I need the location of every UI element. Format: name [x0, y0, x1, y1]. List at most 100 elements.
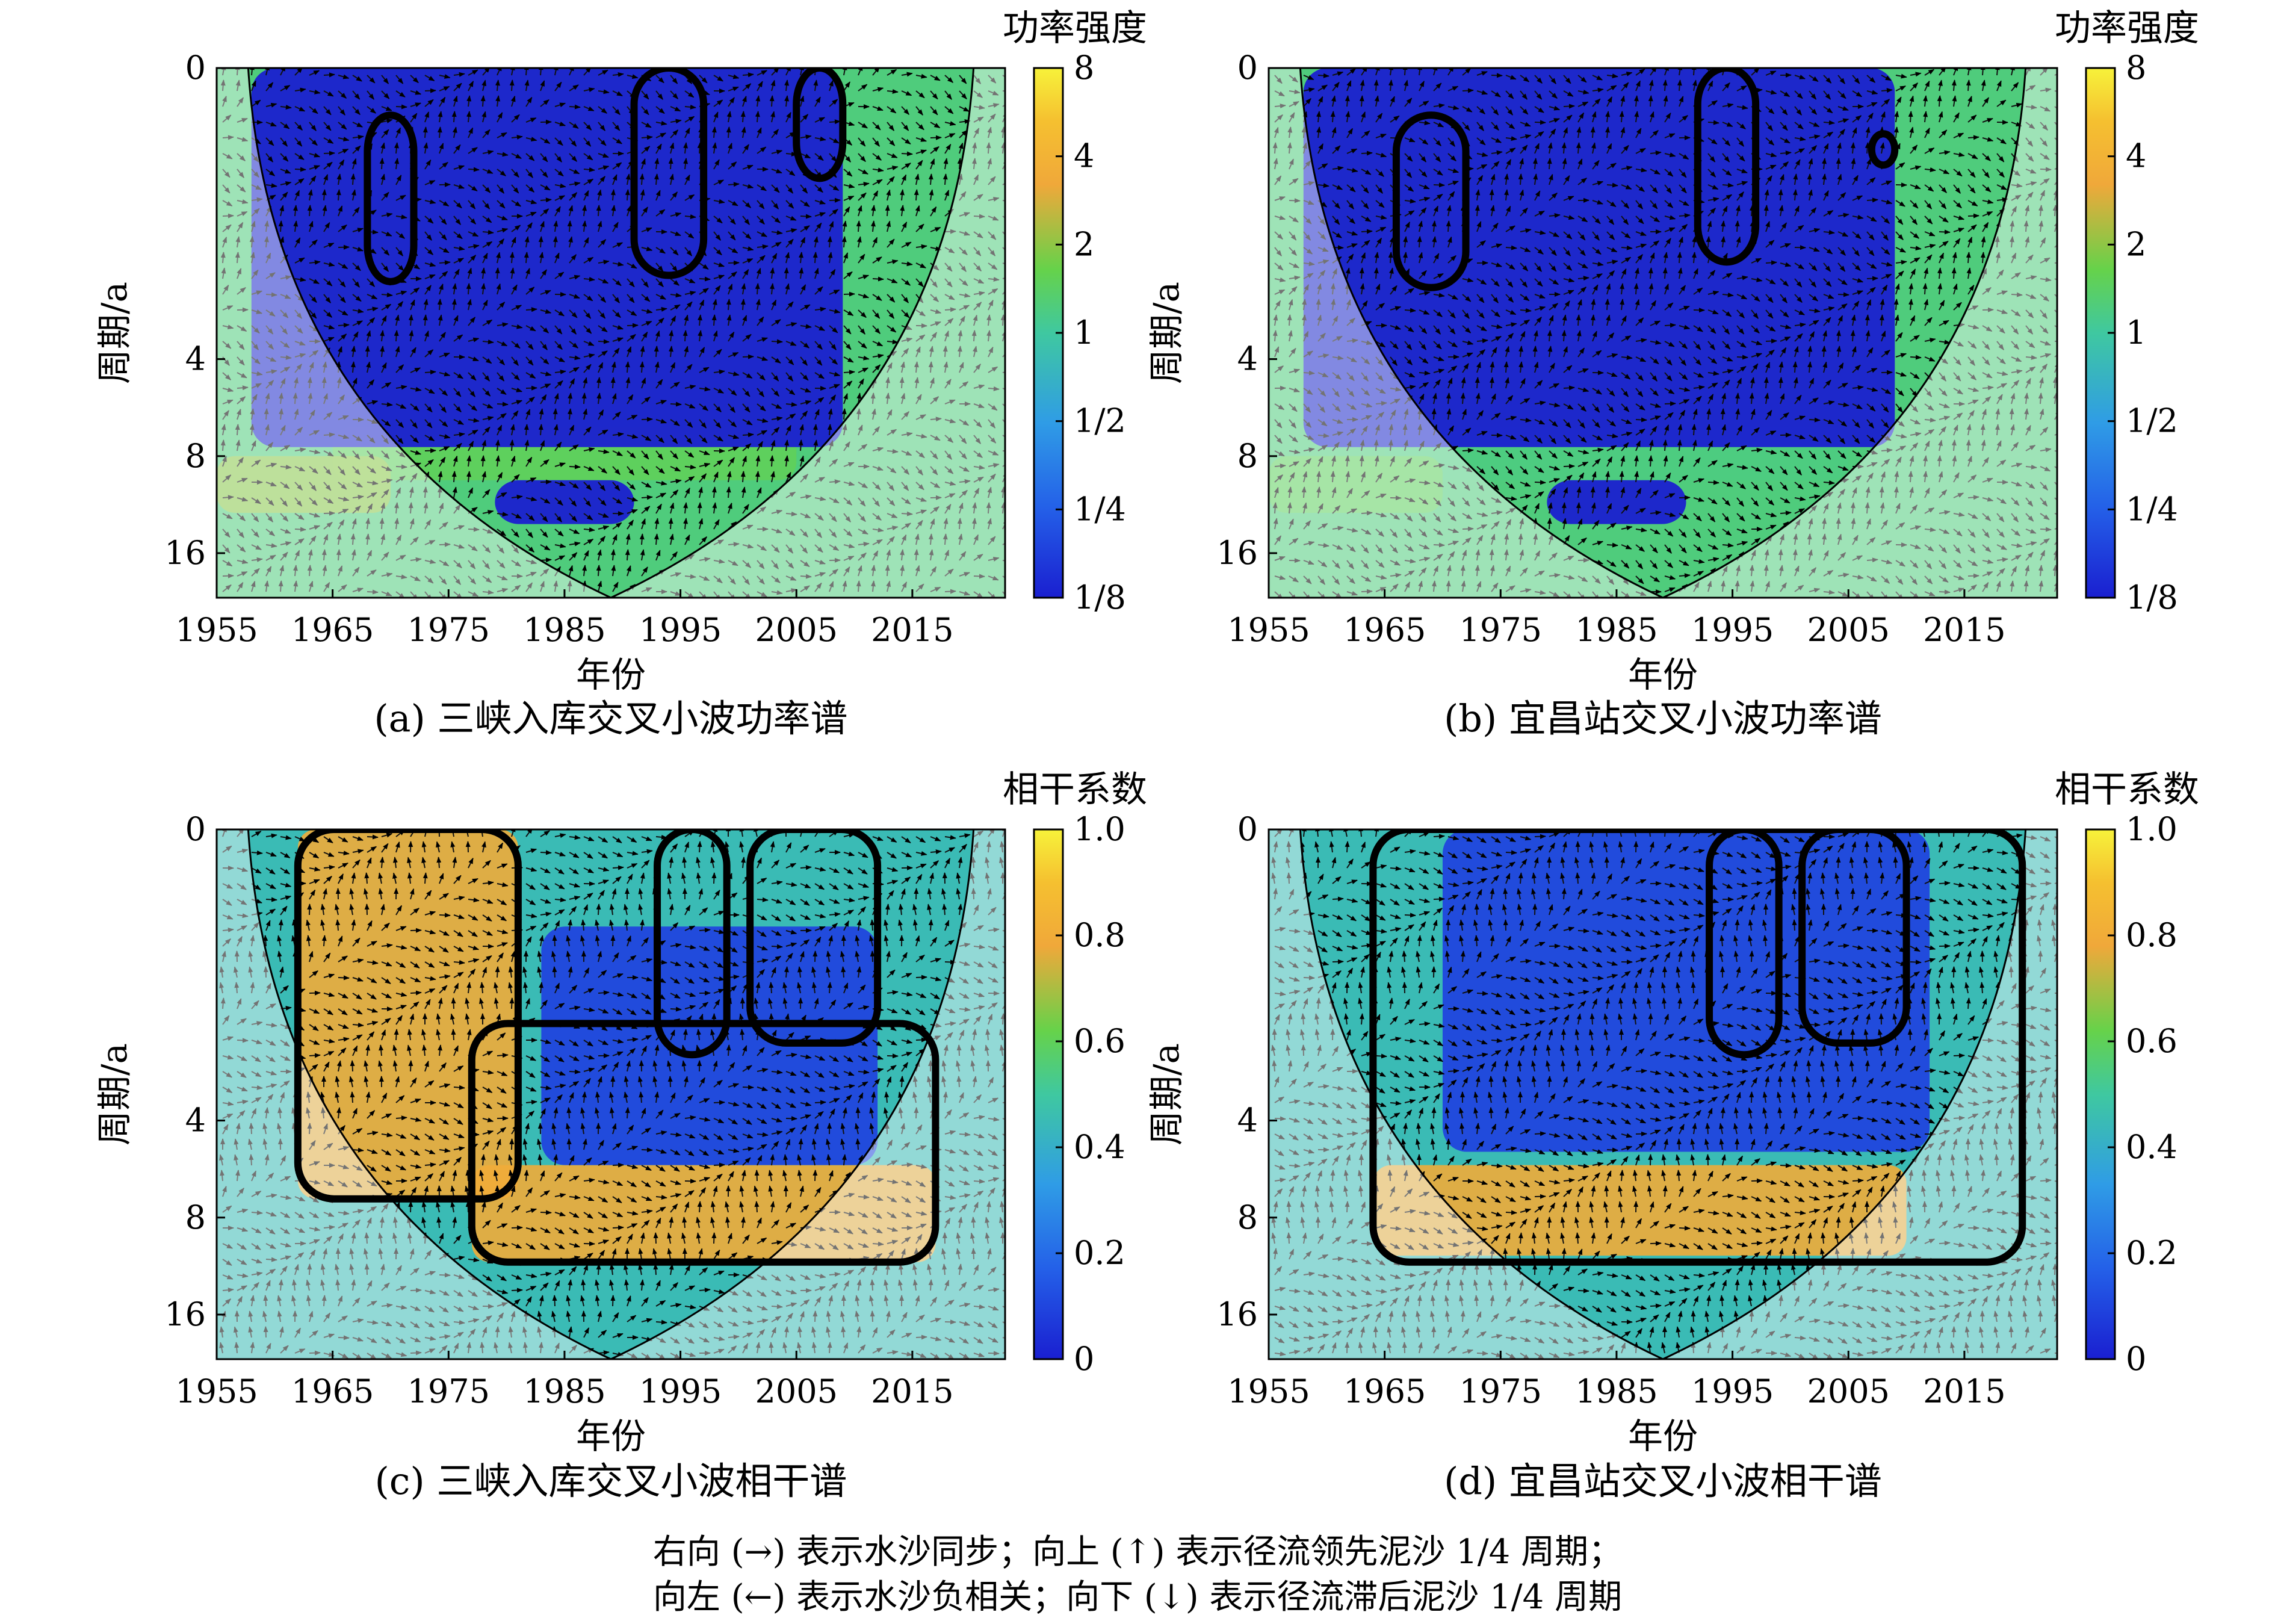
phase-arrow [798, 439, 803, 451]
phase-arrow [930, 135, 942, 140]
phase-arrow [1505, 245, 1517, 250]
phase-arrow [668, 518, 673, 530]
y-tick-label: 4 [185, 340, 206, 378]
phase-arrow [1475, 377, 1480, 389]
colorbar-tick-label: 1/2 [2126, 402, 2178, 440]
low-region-1 [495, 480, 634, 524]
phase-arrow [552, 966, 557, 978]
phase-arrow [697, 502, 702, 514]
y-tick-label: 16 [164, 534, 206, 572]
phase-arrow [1590, 486, 1596, 498]
x-tick-label: 1975 [407, 611, 490, 649]
y-axis-title: 周期/a [94, 282, 135, 384]
phase-arrow [451, 1029, 456, 1041]
colorbar-tick-label: 4 [2126, 137, 2146, 175]
phase-arrow [1491, 73, 1503, 78]
colorbar-tick-label: 2 [1074, 225, 1094, 263]
phase-arrow [466, 283, 471, 295]
phase-arrow [437, 299, 442, 311]
phase-arrow [1967, 135, 1979, 140]
phase-arrow [827, 424, 832, 436]
phase-arrow [1837, 292, 1849, 297]
y-tick-label: 0 [1237, 49, 1258, 87]
x-tick-label: 2005 [755, 611, 838, 649]
phase-arrow [1677, 252, 1682, 264]
phase-arrow [1462, 88, 1474, 93]
phase-arrow [1619, 471, 1624, 483]
phase-arrow [641, 417, 653, 422]
x-axis-title: 年份 [576, 654, 646, 695]
phase-arrow [1850, 330, 1856, 342]
phase-arrow [697, 142, 702, 154]
phase-arrow [365, 346, 370, 358]
phase-arrow [726, 486, 731, 498]
phase-arrow [1937, 95, 1942, 107]
x-tick-label: 1995 [639, 611, 722, 649]
phase-arrow [1980, 68, 1986, 76]
phase-arrow [495, 267, 500, 279]
phase-arrow [800, 214, 812, 219]
phase-arrow [625, 1107, 630, 1119]
colorbar-tick-label: 1/2 [1074, 402, 1126, 440]
colorbar-tick-label: 8 [2126, 49, 2146, 87]
phase-arrow [682, 330, 688, 342]
x-tick-label: 2005 [1807, 611, 1890, 649]
phase-arrow [1388, 252, 1393, 264]
colorbar-tick-label: 4 [1074, 137, 1094, 175]
x-axis-title: 年份 [1628, 654, 1698, 695]
phase-arrow [309, 1053, 321, 1058]
phase-arrow [1590, 126, 1596, 138]
phase-arrow [755, 283, 760, 295]
phase-arrow [410, 928, 422, 933]
phase-arrow [424, 88, 436, 93]
phase-arrow [1866, 276, 1878, 281]
phase-arrow [785, 1116, 797, 1121]
phase-arrow [870, 950, 875, 962]
phase-arrow [914, 888, 919, 900]
x-tick-label: 1995 [1691, 611, 1774, 649]
phase-arrow [728, 182, 740, 187]
phase-arrow [596, 903, 601, 916]
colorbar-tick-label: 1/4 [2126, 490, 2178, 528]
phase-arrow [742, 354, 754, 359]
phase-arrow [697, 841, 702, 853]
phase-arrow [1735, 220, 1740, 232]
phase-arrow [1707, 120, 1719, 125]
phase-arrow [1706, 236, 1711, 248]
x-tick-label: 1985 [1575, 611, 1658, 649]
y-tick-label: 16 [1216, 534, 1258, 572]
phase-arrow [901, 151, 913, 157]
phase-arrow [307, 205, 312, 217]
phase-arrow [468, 167, 480, 172]
phase-arrow [424, 370, 436, 375]
phase-arrow [612, 865, 624, 870]
panel-caption: (a) 三峡入库交叉小波功率谱 [374, 696, 847, 740]
colorbar-title: 功率强度 [1003, 7, 1147, 49]
phase-arrow [265, 897, 277, 902]
phase-arrow [1576, 314, 1581, 326]
phase-arrow [1836, 158, 1841, 170]
phase-arrow [598, 339, 610, 344]
phase-arrow [1330, 111, 1336, 123]
plot-area [217, 829, 1005, 1359]
phase-arrow [769, 982, 774, 994]
phase-arrow [567, 220, 572, 232]
phase-arrow [422, 314, 428, 326]
phase-arrow [728, 260, 740, 265]
phase-arrow [552, 408, 558, 420]
phase-arrow [1317, 73, 1329, 78]
phase-arrow [1707, 480, 1719, 485]
phase-arrow [408, 841, 413, 853]
phase-arrow [812, 252, 818, 264]
phase-arrow [1489, 189, 1494, 201]
phase-arrow [771, 944, 783, 949]
phase-arrow [856, 220, 861, 232]
phase-arrow [928, 919, 933, 931]
phase-arrow [525, 307, 537, 312]
phase-arrow [1563, 104, 1575, 109]
phase-arrow [1547, 518, 1552, 530]
phase-arrow [713, 1100, 725, 1105]
phase-arrow [1720, 408, 1726, 420]
phase-arrow [307, 903, 312, 916]
